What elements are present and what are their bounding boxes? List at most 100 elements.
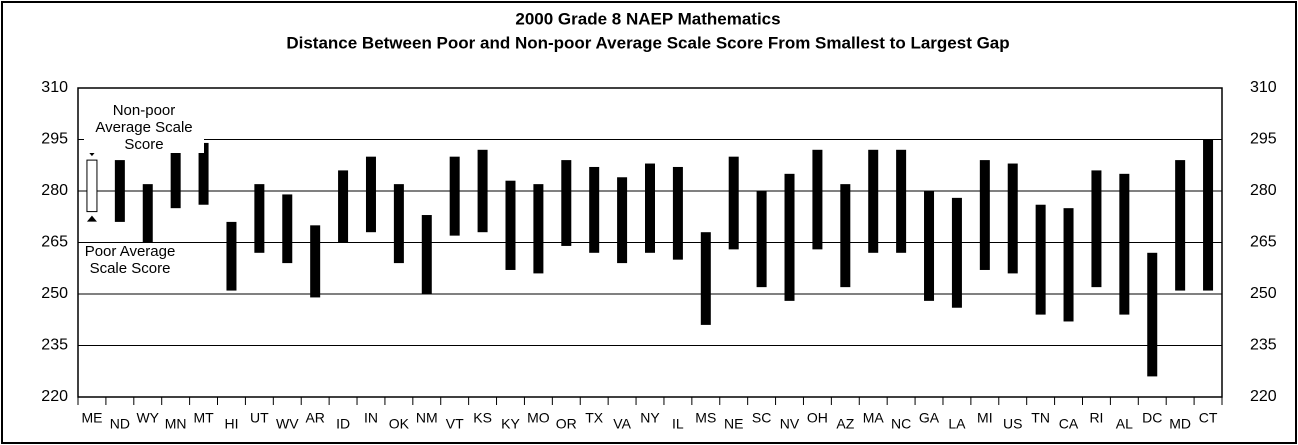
x-tick-label: OK: [389, 416, 410, 432]
range-bar: [365, 156, 376, 233]
x-tick-label: MS: [695, 410, 716, 426]
range-bar: [617, 177, 628, 264]
range-bar: [1007, 163, 1018, 274]
chart-title: 2000 Grade 8 NAEP Mathematics: [515, 9, 780, 28]
range-bar: [421, 215, 432, 294]
legend-nonpoor: Non-poor Average Scale Score: [84, 102, 204, 153]
x-tick-label: TN: [1031, 410, 1050, 426]
x-tick-label: WV: [276, 416, 299, 432]
x-tick-label: GA: [919, 410, 940, 426]
x-tick-label: KS: [473, 410, 492, 426]
y-tick-label: 280: [41, 182, 68, 199]
x-tick-label: OR: [556, 416, 577, 432]
x-tick-label: AR: [305, 410, 324, 426]
range-bar: [198, 142, 209, 205]
x-tick-label: NE: [724, 416, 743, 432]
range-bar: [1035, 204, 1046, 315]
x-tick-label: SC: [752, 410, 771, 426]
y-tick-label: 310: [41, 79, 68, 96]
range-bar: [645, 163, 655, 253]
range-bar: [1119, 173, 1130, 315]
range-bar: [979, 160, 990, 270]
range-bar: [924, 191, 935, 301]
range-bar: [1147, 252, 1158, 377]
x-tick-label: ME: [81, 410, 102, 426]
range-bar: [142, 184, 153, 243]
x-tick-label: MN: [165, 416, 187, 432]
range-bar: [672, 166, 683, 260]
x-tick-label: IN: [364, 410, 378, 426]
range-bar: [310, 225, 321, 298]
range-bar: [1091, 170, 1102, 288]
x-tick-label: UT: [250, 410, 269, 426]
range-bar: [86, 159, 98, 213]
range-bar: [756, 191, 767, 288]
x-tick-label: KY: [501, 416, 520, 432]
legend-poor: Poor Average Scale Score: [80, 243, 180, 277]
range-bar: [449, 156, 460, 236]
range-bar: [1175, 160, 1186, 291]
x-tick-label: AZ: [836, 416, 854, 432]
y-tick-label: 250: [41, 285, 68, 302]
range-bar: [868, 149, 879, 253]
y2-tick-label: 295: [1250, 131, 1277, 148]
x-tick-label: NV: [780, 416, 800, 432]
x-tick-label: MI: [977, 410, 993, 426]
x-tick-label: CT: [1199, 410, 1218, 426]
x-tick-label: OH: [807, 410, 828, 426]
x-tick-label: DC: [1142, 410, 1162, 426]
range-bar: [282, 194, 293, 264]
range-bar: [226, 221, 237, 291]
x-tick-label: VA: [613, 416, 631, 432]
chart-subtitle: Distance Between Poor and Non-poor Avera…: [286, 33, 1009, 52]
x-tick-label: NC: [891, 416, 911, 432]
x-tick-label: US: [1003, 416, 1022, 432]
y-tick-label: 265: [41, 234, 68, 251]
x-tick-label: TX: [585, 410, 604, 426]
range-bar: [561, 160, 572, 246]
range-bar: [589, 166, 600, 253]
x-tick-label: HI: [224, 416, 238, 432]
range-bar: [477, 149, 488, 233]
range-bar: [393, 184, 404, 264]
x-tick-label: AL: [1116, 416, 1133, 432]
x-tick-label: MT: [193, 410, 214, 426]
x-tick-label: NY: [640, 410, 660, 426]
range-bar: [1063, 208, 1074, 322]
x-tick-label: ID: [336, 416, 350, 432]
range-bar: [1203, 139, 1214, 291]
x-tick-label: MA: [863, 410, 885, 426]
x-tick-label: NM: [416, 410, 438, 426]
y2-tick-label: 280: [1250, 182, 1277, 199]
range-bar: [505, 180, 516, 270]
x-tick-label: CA: [1059, 416, 1079, 432]
x-tick-label: ND: [110, 416, 130, 432]
range-bar: [533, 184, 544, 274]
x-tick-label: IL: [672, 416, 684, 432]
y2-tick-label: 220: [1250, 388, 1277, 405]
y2-tick-label: 235: [1250, 337, 1277, 354]
x-tick-label: MD: [1169, 416, 1191, 432]
x-tick-label: WY: [136, 410, 159, 426]
y-tick-label: 220: [41, 388, 68, 405]
range-bar: [728, 156, 739, 250]
x-tick-label: MO: [527, 410, 550, 426]
x-tick-label: LA: [948, 416, 966, 432]
range-bar: [812, 149, 823, 250]
range-bar: [114, 160, 125, 222]
y-tick-label: 295: [41, 131, 68, 148]
x-tick-label: VT: [446, 416, 464, 432]
range-bar: [784, 173, 795, 301]
y2-tick-label: 265: [1250, 234, 1277, 251]
range-bar: [338, 170, 349, 243]
legend-arrow: [86, 215, 97, 222]
range-bar: [170, 146, 181, 209]
range-bar: [951, 197, 962, 308]
range-bar: [896, 149, 907, 253]
y2-tick-label: 310: [1250, 79, 1277, 96]
range-bar: [254, 184, 265, 253]
y2-tick-label: 250: [1250, 285, 1277, 302]
